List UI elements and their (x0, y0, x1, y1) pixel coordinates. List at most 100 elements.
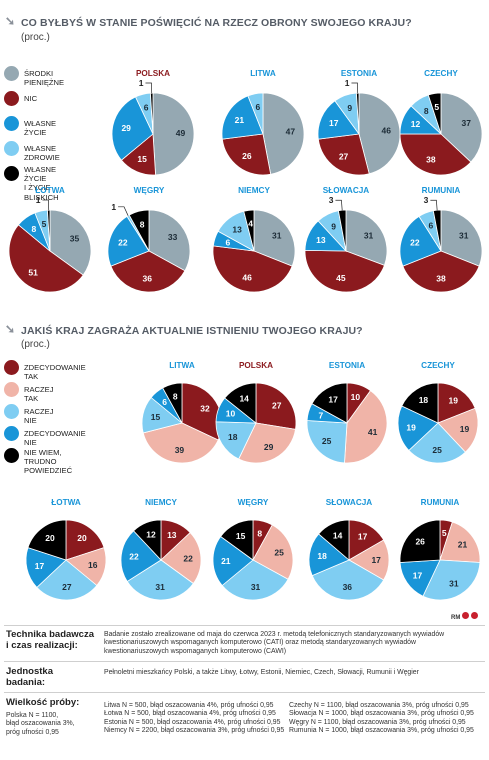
pie-value-label: 15 (137, 154, 147, 164)
pie-value-label: 16 (88, 560, 98, 570)
pie-slice (220, 519, 254, 561)
pie-value-label: 41 (368, 427, 378, 437)
footer-divider (4, 625, 485, 626)
pie-charts: POLSKA49152961LITWA4726216ESTONIA4627179… (8, 69, 483, 601)
pie-slice (399, 519, 441, 563)
legend-swatch (4, 141, 19, 156)
legend-label: WŁASNE ŻYCIE I ŻYCIE BLISKICH (24, 165, 59, 202)
pie-slice (402, 250, 480, 293)
pie-title: ESTONIA (329, 361, 365, 370)
pie-value-label: 8 (257, 529, 262, 539)
pie-value-label: 14 (239, 393, 249, 403)
pie-slice (243, 209, 255, 252)
pie-value-label: 22 (129, 552, 139, 562)
pie-slice (401, 382, 439, 424)
method-label: Technika badawcza i czas realizacji: (6, 629, 94, 651)
pie-value-label: 7 (319, 410, 324, 420)
legend-label: RACZEJ NIE (24, 407, 54, 426)
unit-label: Jednostka badania: (6, 666, 53, 688)
pie-slice (306, 420, 348, 464)
pie-slice (221, 133, 272, 176)
pie-title: ESTONIA (341, 69, 377, 78)
pie-value-label: 31 (251, 582, 261, 592)
pie-value-label: 27 (339, 152, 349, 162)
pie-leader-line (145, 82, 153, 94)
pie-value-label: 19 (449, 396, 459, 406)
pie-value-label: 5 (442, 528, 447, 538)
pie-slice (317, 100, 360, 140)
pie-value-label: 5 (434, 102, 439, 112)
pie-slice (221, 95, 264, 140)
pie-slice (107, 215, 150, 267)
pie-value-label: 1 (139, 78, 144, 88)
pie-value-label: 18 (228, 432, 238, 442)
pie-value-label: 15 (236, 531, 246, 541)
pie-value-label: 12 (146, 530, 156, 540)
footer-divider (4, 692, 485, 693)
pie-value-label: 26 (242, 151, 252, 161)
pie-slice (317, 133, 370, 176)
pie-slice (238, 422, 296, 464)
pie-value-label: 20 (77, 533, 87, 543)
sample-poland: Polska N = 1100, błąd oszacowania 3%, pr… (6, 712, 75, 736)
pie-title: POLSKA (136, 69, 170, 78)
pie-value-label: 46 (242, 273, 252, 283)
pie-slice (358, 92, 401, 175)
legend-label: NIE WIEM, TRUDNO POWIEDZIEĆ (24, 448, 73, 476)
legend-swatch (4, 426, 19, 441)
pie-value-label: 21 (221, 556, 231, 566)
pie-slice (160, 532, 202, 585)
legend-swatch (4, 116, 19, 131)
pie-value-label: 36 (143, 273, 153, 283)
pie-slice (399, 215, 442, 267)
pie-value-label: 17 (358, 531, 368, 541)
pie-slice (255, 382, 297, 430)
pie-title: POLSKA (239, 361, 273, 370)
pie-slice (150, 92, 154, 135)
legend-label: RACZEJ TAK (24, 385, 54, 404)
pie-slice (212, 535, 254, 587)
pie-slice (439, 521, 481, 563)
pie-title: NIEMCY (238, 186, 270, 195)
pie-value-label: 31 (155, 582, 165, 592)
pie-value-label: 13 (316, 235, 326, 245)
pie-value-label: 31 (459, 231, 469, 241)
pie-value-label: 31 (272, 231, 282, 241)
pie-value-label: 6 (144, 102, 149, 112)
pie-value-label: 6 (429, 220, 434, 230)
section2-subtitle: (proc.) (21, 339, 50, 350)
legend-label: NIC (24, 94, 38, 103)
pie-slice (399, 133, 472, 176)
pie-slice (25, 547, 67, 588)
section1-subtitle: (proc.) (21, 32, 50, 43)
publisher-logo-icon (470, 612, 478, 619)
pie-title: NIEMCY (145, 498, 177, 507)
pie-value-label: 18 (317, 551, 327, 561)
pie-value-label: 36 (343, 582, 353, 592)
pie-title: ŁOTWA (35, 186, 65, 195)
pie-slice (128, 209, 150, 252)
pie-value-label: 27 (62, 582, 72, 592)
section1-title: CO BYŁBYŚ W STANIE POŚWIĘCIĆ NA RZECZ OB… (21, 17, 412, 29)
pie-leader-line (335, 199, 343, 211)
pie-value-label: 6 (255, 102, 260, 112)
pie-value-label: 13 (232, 224, 242, 234)
pie-value-label: 5 (42, 219, 47, 229)
pie-slice (133, 519, 162, 562)
pie-value-label: 8 (31, 224, 36, 234)
pie-slice (215, 421, 257, 460)
pie-slice (142, 422, 219, 464)
pie-slice (126, 559, 194, 601)
pie-value-label: 21 (458, 540, 468, 550)
pie-slice (148, 209, 191, 272)
legend-label: WŁASNE ŻYCIE (24, 119, 57, 138)
pie-value-label: 3 (424, 195, 429, 205)
pie-value-label: 8 (173, 392, 178, 402)
pie-value-label: 29 (121, 123, 131, 133)
pie-value-label: 17 (328, 395, 338, 405)
pie-slice (440, 92, 483, 163)
pie-slice (224, 382, 257, 424)
pie-value-label: 22 (410, 238, 420, 248)
pie-leader-line (118, 206, 129, 216)
publisher-logo-icon (462, 612, 470, 619)
